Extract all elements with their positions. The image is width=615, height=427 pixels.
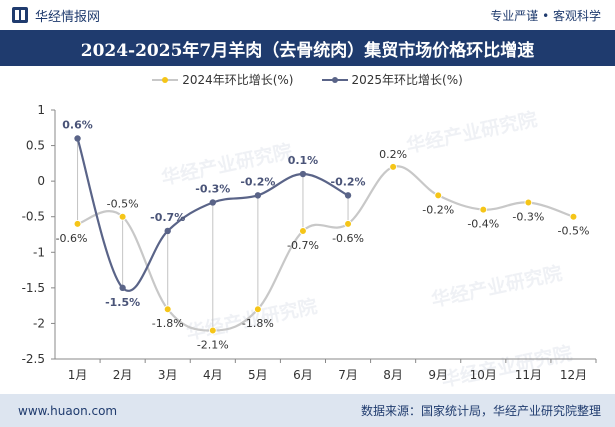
point-2024 [73,220,82,228]
data-label-2024: -2.1% [197,339,229,352]
y-tick-label: 0 [37,174,45,188]
data-label-2025: 0.1% [288,154,319,167]
legend-item-2024[interactable]: 2024年环比增长(%) [152,71,294,88]
legend-item-2025[interactable]: 2025年环比增长(%) [321,71,463,88]
data-label-2024: -0.3% [512,210,544,223]
point-2024 [254,305,262,314]
x-tick-label: 6月 [293,368,313,382]
point-2025 [299,170,307,178]
x-tick-label: 9月 [428,368,448,382]
data-label-2024: -1.8% [242,317,274,330]
x-tick-label: 3月 [158,368,178,382]
point-2024 [479,205,488,214]
point-2024 [524,198,533,207]
data-label-2024: -0.7% [287,239,319,252]
x-tick-label: 11月 [515,368,542,382]
point-2024 [299,227,307,235]
chart-title: 2024-2025年7月羊肉（去骨统肉）集贸市场价格环比增速 [0,30,615,66]
top-bar: 华经情报网 专业严谨 • 客观科学 [0,0,615,30]
point-2024 [434,191,443,200]
brand-logo-icon [12,7,28,23]
line-chart: 1 0.5 0 -0.5 -1 -1.5 -2 -2.5 1月 2月 3月 4月 5月 6月 7月 8月 9月 1… [22,103,597,382]
data-label-2024: -0.5% [107,198,139,211]
slogan: 专业严谨 • 客观科学 [490,8,601,23]
point-2025 [119,284,126,292]
website-link[interactable]: www.huaon.com [18,403,118,418]
footer: www.huaon.com 数据来源：国家统计局，华经产业研究院整理 [0,394,615,427]
data-label-2025: 0.6% [62,118,93,131]
x-tick-label: 7月 [338,368,358,382]
y-tick-label: -2 [33,316,45,330]
point-2024 [344,220,352,228]
legend-label-2025: 2025年环比增长(%) [351,73,463,87]
point-2024 [389,163,397,171]
y-tick-label: 1 [37,103,45,117]
y-tick-label: -1.5 [22,281,45,295]
point-2025 [254,192,262,199]
x-tick-label: 1月 [68,368,88,382]
x-tick-label: 4月 [203,368,223,382]
data-label-2025: -0.2% [240,175,275,188]
data-label-2024: -0.2% [422,203,454,216]
data-label-2024: -0.6% [332,232,364,245]
data-label-2025: -0.2% [331,175,366,188]
brand: 华经情报网 [12,6,100,25]
x-tick-label: 8月 [383,368,403,382]
point-2024 [208,326,217,335]
series-2024-line [77,165,574,332]
y-tick-label: -1 [33,245,45,259]
data-label-2024: -0.6% [56,232,88,245]
point-2025 [344,192,352,199]
x-tick-label: 12月 [560,368,587,382]
point-2024 [569,212,578,221]
chart-legend: 2024年环比增长(%) 2025年环比增长(%) [0,71,615,88]
point-2024 [118,212,127,221]
point-2025 [209,199,216,206]
x-tick-label: 10月 [470,368,497,382]
x-tick-label: 5月 [248,368,268,382]
data-label-2024: 0.2% [379,148,407,161]
brand-name: 华经情报网 [35,9,101,25]
point-2025 [164,227,171,235]
data-label-2025: -1.5% [105,296,140,309]
data-label-2024: -0.4% [467,218,499,231]
point-2025 [74,135,81,142]
data-source: 数据来源：国家统计局，华经产业研究院整理 [360,404,601,418]
data-label-2024: -0.5% [557,225,589,238]
point-2024 [163,305,172,314]
data-label-2024: -1.8% [152,317,184,330]
y-tick-label: -2.5 [22,352,45,366]
legend-line-2025-icon [321,76,348,83]
y-tick-label: 0.5 [26,139,45,153]
data-label-2025: -0.3% [195,182,230,195]
data-label-2025: -0.7% [150,211,185,224]
legend-label-2024: 2024年环比增长(%) [182,73,294,87]
x-tick-label: 2月 [113,368,133,382]
y-tick-label: -0.5 [22,210,45,224]
legend-line-2024-icon [152,76,179,83]
